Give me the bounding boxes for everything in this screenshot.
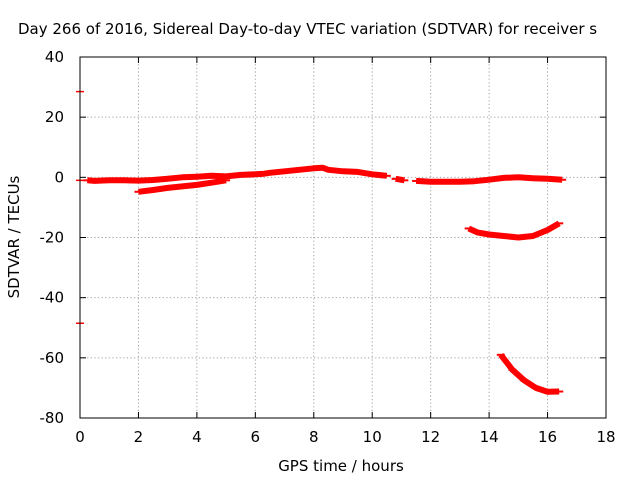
x-axis-label: GPS time / hours: [278, 457, 404, 475]
x-tick-label: 18: [596, 428, 615, 446]
x-tick-label: 8: [309, 428, 319, 446]
y-tick-label: -80: [40, 409, 65, 427]
x-tick-label: 6: [251, 428, 261, 446]
y-tick-label: 0: [54, 168, 64, 186]
x-tick-label: 4: [192, 428, 202, 446]
y-tick-label: -60: [40, 349, 65, 367]
y-tick-label: -20: [40, 229, 65, 247]
x-tick-label: 10: [363, 428, 382, 446]
data-series-5: [498, 352, 560, 395]
x-tick-label: 2: [134, 428, 144, 446]
axis-ticks: [79, 56, 607, 419]
series-layer: [76, 90, 567, 395]
x-tick-label: 14: [480, 428, 499, 446]
y-tick-label: -40: [40, 289, 65, 307]
y-tick-label: 40: [45, 48, 64, 66]
x-tick-label: 12: [421, 428, 440, 446]
chart-title: Day 266 of 2016, Sidereal Day-to-day VTE…: [18, 20, 597, 38]
x-tick-label: 16: [538, 428, 557, 446]
y-tick-labels: -80 -60 -40 -20 0 20 40: [40, 48, 65, 427]
y-tick-label: 20: [45, 108, 64, 126]
x-tick-labels: 0 2 4 6 8 10 12 14 16 18: [75, 428, 615, 446]
y-axis-label: SDTVAR / TECUs: [5, 175, 23, 298]
x-tick-label: 0: [75, 428, 85, 446]
